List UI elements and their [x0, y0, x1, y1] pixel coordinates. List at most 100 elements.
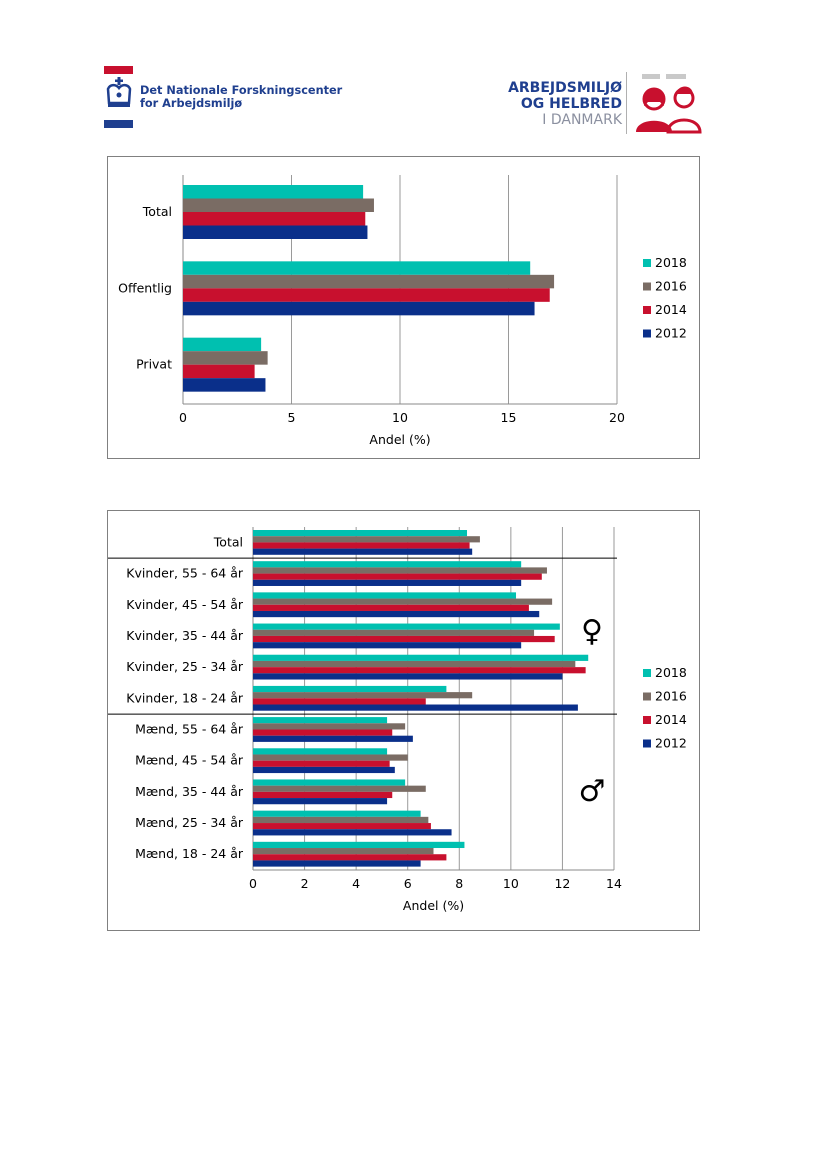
legend-label-2012: 2012: [655, 326, 687, 341]
logo-stripe-red: [104, 66, 133, 74]
x-tick-label: 15: [501, 410, 517, 425]
bar-2016-maend-55-64-aar: [253, 723, 406, 730]
x-tick-label: 8: [455, 876, 463, 891]
legend-swatch-2014: [643, 306, 651, 314]
category-label-maend-45-54-aar: Mænd, 45 - 54 år: [135, 753, 244, 768]
x-tick-label: 2: [301, 876, 309, 891]
bar-2012-offentlig: [183, 301, 535, 316]
bar-2016-maend-45-54-aar: [253, 754, 408, 761]
bar-2012-kvinder-55-64-aar: [253, 579, 522, 586]
bar-2014-maend-25-34-aar: [253, 823, 431, 830]
org-name-line2: for Arbejdsmiljø: [140, 97, 243, 110]
bar-2016-maend-25-34-aar: [253, 816, 429, 824]
bar-2018-offentlig: [183, 261, 531, 275]
bar-2014-kvinder-18-24-aar: [253, 698, 426, 705]
bar-2018-kvinder-35-44-aar: [253, 623, 560, 630]
legend-swatch-2018: [643, 669, 651, 677]
org-name: Det Nationale Forskningscenter for Arbej…: [140, 84, 342, 110]
male-symbol: ♂: [579, 774, 606, 809]
bar-2014-kvinder-25-34-aar: [253, 667, 586, 674]
bar-2012-kvinder-35-44-aar: [253, 642, 522, 649]
bar-2012-maend-18-24-aar: [253, 860, 421, 867]
category-label-offentlig: Offentlig: [118, 280, 172, 295]
bar-2012-total: [253, 548, 473, 555]
legend-label-2014: 2014: [655, 302, 687, 317]
bar-2014-total: [253, 542, 470, 549]
bar-2016-kvinder-25-34-aar: [253, 660, 576, 668]
x-tick-label: 10: [392, 410, 408, 425]
x-tick-label: 10: [503, 876, 519, 891]
chart-sector-svg: Total Offentlig Privat 0 5 10 15 20 Andel (%) 201…: [118, 175, 687, 447]
bar-2016-kvinder-45-54-aar: [253, 598, 553, 605]
chart-gender-age: Total Kvinder, 55 - 64 år Kvinder, 45 - 54…: [107, 510, 700, 931]
x-axis-title: Andel (%): [369, 432, 430, 447]
x-tick-label: 14: [606, 876, 622, 891]
bar-2014-maend-55-64-aar: [253, 729, 393, 736]
category-label-kvinder-55-64-aar: Kvinder, 55 - 64 år: [126, 566, 244, 581]
report-logo: ARBEJDSMILJØ OG HELBRED I DANMARK: [490, 70, 710, 136]
crown-icon: [106, 77, 132, 107]
legend-swatch-2018: [643, 259, 651, 267]
report-title-line1: ARBEJDSMILJØ: [508, 80, 622, 96]
legend-label-2018: 2018: [655, 665, 687, 680]
category-label-kvinder-25-34-aar: Kvinder, 25 - 34 år: [126, 659, 244, 674]
bar-2014-offentlig: [183, 288, 550, 302]
bar-2014-kvinder-55-64-aar: [253, 573, 542, 580]
legend-label-2016: 2016: [655, 689, 687, 704]
bar-2016-offentlig: [183, 274, 555, 289]
logo-stripe-blue: [104, 120, 133, 128]
legend-swatch-2016: [643, 692, 651, 701]
x-tick-label: 0: [249, 876, 257, 891]
bar-2018-total: [253, 530, 468, 537]
category-label-privat: Privat: [136, 357, 172, 372]
bar-2012-total: [183, 225, 368, 239]
bar-2018-kvinder-55-64-aar: [253, 561, 522, 568]
bar-2012-maend-55-64-aar: [253, 735, 413, 742]
bar-2012-privat: [183, 378, 266, 392]
chart-sector: Total Offentlig Privat 0 5 10 15 20 Andel (%) 201…: [107, 156, 700, 459]
bar-2018-maend-35-44-aar: [253, 779, 406, 786]
bar-2014-total: [183, 212, 366, 226]
bar-2014-privat: [183, 364, 255, 379]
x-tick-label: 6: [404, 876, 412, 891]
bar-2012-kvinder-25-34-aar: [253, 673, 563, 680]
bar-2012-maend-45-54-aar: [253, 766, 395, 774]
org-name-line1: Det Nationale Forskningscenter: [140, 84, 343, 97]
bar-2018-maend-25-34-aar: [253, 810, 421, 817]
bar-2018-privat: [183, 337, 262, 352]
bar-2014-kvinder-35-44-aar: [253, 635, 555, 643]
category-label-kvinder-18-24-aar: Kvinder, 18 - 24 år: [126, 690, 244, 705]
x-tick-label: 5: [288, 410, 296, 425]
bar-2018-kvinder-18-24-aar: [253, 685, 447, 693]
legend-label-2016: 2016: [655, 279, 687, 294]
category-label-maend-25-34-aar: Mænd, 25 - 34 år: [135, 815, 244, 830]
bar-2012-maend-35-44-aar: [253, 798, 388, 805]
report-title-line2: OG HELBRED: [520, 96, 622, 112]
x-tick-label: 12: [554, 876, 570, 891]
nfa-logo: Det Nationale Forskningscenter for Arbej…: [104, 66, 344, 128]
bar-2018-kvinder-45-54-aar: [253, 592, 517, 599]
legend-label-2018: 2018: [655, 255, 687, 270]
bar-2016-kvinder-35-44-aar: [253, 629, 535, 636]
bar-2016-kvinder-55-64-aar: [253, 567, 547, 574]
legend-swatch-2012: [643, 739, 651, 748]
chart-gender-age-svg: Total Kvinder, 55 - 64 år Kvinder, 45 - 54…: [108, 527, 687, 913]
x-tick-label: 4: [352, 876, 360, 891]
x-axis-title: Andel (%): [403, 898, 464, 913]
category-label-maend-18-24-aar: Mænd, 18 - 24 år: [135, 846, 244, 861]
x-tick-label: 20: [609, 410, 625, 425]
bar-2016-maend-18-24-aar: [253, 848, 434, 855]
category-label-maend-35-44-aar: Mænd, 35 - 44 år: [135, 784, 244, 799]
bar-2018-maend-55-64-aar: [253, 717, 388, 724]
logo-divider: [626, 72, 627, 134]
bar-2016-privat: [183, 351, 268, 365]
legend-label-2014: 2014: [655, 712, 687, 727]
bar-2012-maend-25-34-aar: [253, 829, 452, 836]
category-label-total: Total: [213, 534, 243, 549]
category-label-maend-55-64-aar: Mænd, 55 - 64 år: [135, 721, 244, 736]
bar-2012-kvinder-18-24-aar: [253, 704, 578, 711]
workers-icon: [636, 74, 702, 134]
category-label-kvinder-35-44-aar: Kvinder, 35 - 44 år: [126, 628, 244, 643]
category-label-kvinder-45-54-aar: Kvinder, 45 - 54 år: [126, 597, 244, 612]
bar-2018-maend-45-54-aar: [253, 748, 388, 755]
